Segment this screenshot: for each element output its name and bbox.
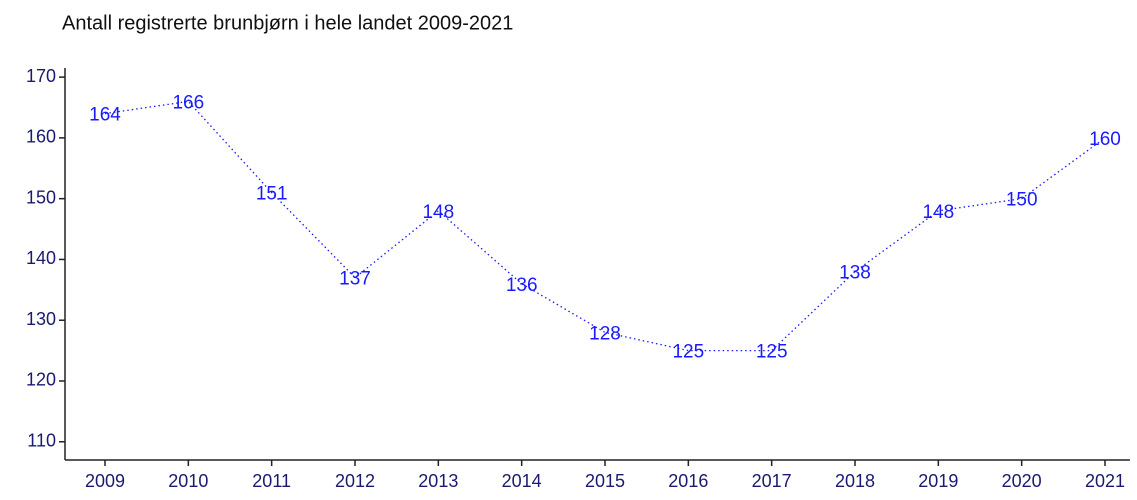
data-label: 125 — [756, 342, 788, 363]
x-tick-label: 2021 — [1085, 471, 1125, 491]
data-label: 128 — [589, 323, 621, 344]
x-tick-label: 2014 — [502, 471, 542, 491]
data-label: 136 — [506, 275, 538, 296]
data-label: 125 — [672, 342, 704, 363]
data-label: 151 — [256, 184, 288, 205]
data-label: 166 — [172, 92, 204, 113]
data-label: 137 — [339, 269, 371, 290]
data-label: 148 — [922, 202, 954, 223]
x-tick-label: 2017 — [752, 471, 792, 491]
y-tick-label: 150 — [26, 187, 56, 207]
y-tick-label: 160 — [26, 127, 56, 147]
x-tick-label: 2019 — [918, 471, 958, 491]
data-label: 160 — [1089, 129, 1121, 150]
data-label: 148 — [422, 202, 454, 223]
y-tick-label: 140 — [26, 248, 56, 268]
x-tick-label: 2012 — [335, 471, 375, 491]
line — [104, 100, 1106, 352]
x-tick-label: 2020 — [1002, 471, 1042, 491]
y-tick-label: 110 — [27, 431, 56, 451]
x-tick-label: 2015 — [585, 471, 625, 491]
data-label: 150 — [1006, 190, 1038, 211]
x-tick-label: 2010 — [168, 471, 208, 491]
y-tick-label: 170 — [26, 66, 56, 86]
x-tick-label: 2016 — [668, 471, 708, 491]
x-tick-label: 2013 — [418, 471, 458, 491]
x-tick-label: 2018 — [835, 471, 875, 491]
y-tick-label: 120 — [26, 370, 56, 390]
data-label: 164 — [89, 105, 121, 126]
x-tick-label: 2011 — [252, 471, 291, 491]
chart-title: Antall registrerte brunbjørn i hele land… — [62, 12, 513, 34]
x-tick-label: 2009 — [85, 471, 125, 491]
data-label: 138 — [839, 263, 871, 284]
y-tick-label: 130 — [26, 309, 56, 329]
